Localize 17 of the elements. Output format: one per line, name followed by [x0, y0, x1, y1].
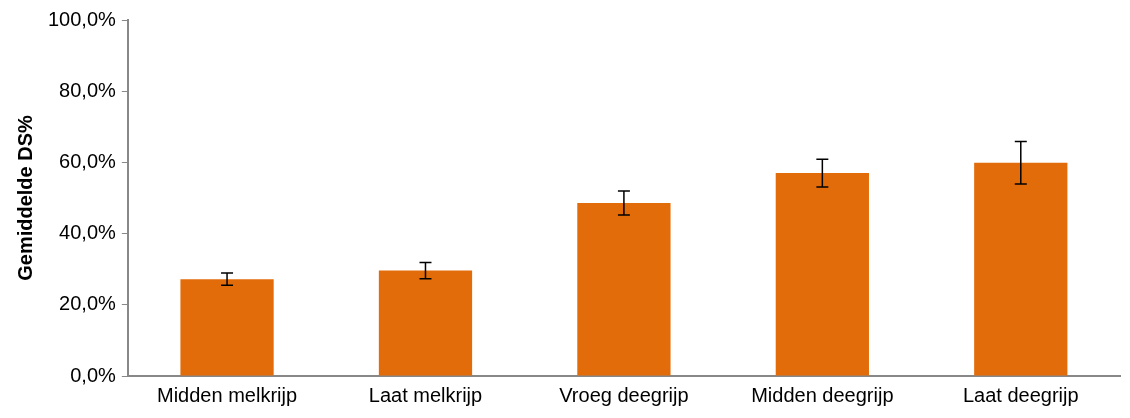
x-tick-label: Midden deegrijp — [751, 383, 894, 406]
y-tick-label: 0,0% — [70, 363, 117, 386]
y-tick-label: 20,0% — [59, 292, 117, 315]
y-tick-label: 40,0% — [59, 221, 117, 244]
bar — [378, 270, 473, 376]
y-tick-label: 60,0% — [59, 149, 117, 172]
x-tick-label: Laat melkrijp — [368, 383, 483, 406]
bar — [180, 279, 274, 376]
bar — [974, 162, 1068, 376]
bar — [775, 173, 869, 376]
x-tick-label: Midden melkrijp — [157, 383, 298, 406]
x-tick-label: Laat deegrijp — [962, 383, 1079, 406]
y-tick-label: 100,0% — [47, 7, 117, 30]
y-axis-title: Gemiddelde DS% — [13, 114, 36, 281]
x-tick-label: Vroeg deegrijp — [559, 383, 689, 406]
y-tick-label: 80,0% — [59, 78, 117, 101]
bar — [577, 202, 671, 376]
